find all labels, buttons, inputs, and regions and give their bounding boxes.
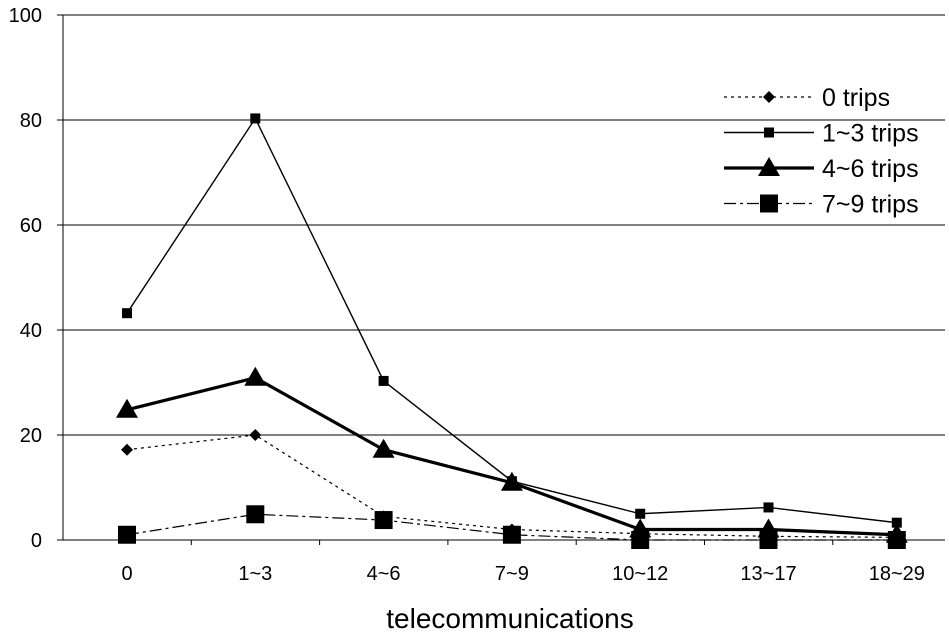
data-point [374,511,393,530]
series-group [116,113,908,549]
series-1 [122,113,902,528]
data-point [378,375,389,386]
legend-label: 7~9 trips [822,191,919,219]
grid-lines [63,14,945,436]
data-point [500,471,523,491]
data-point [891,517,902,528]
data-point [122,308,132,319]
data-point [372,438,395,458]
legend-marker [758,157,780,176]
data-point [759,531,778,549]
x-tick-label: 10~12 [612,563,668,585]
data-point [244,366,267,386]
data-point [249,429,262,441]
series-2 [116,366,908,543]
data-point [502,525,521,544]
x-tick-label: 18~29 [869,563,925,585]
y-tick-label: 60 [20,215,42,237]
x-axis-title: telecommunications [386,603,633,634]
data-point [121,443,133,456]
data-point [116,398,138,418]
data-point [635,508,646,519]
series-3 [118,505,906,549]
y-tick-label: 100 [9,5,42,27]
data-point [763,502,774,513]
legend-marker [763,91,775,103]
data-point [246,505,265,524]
legend-label: 4~6 trips [822,155,919,183]
y-axis-ticks: 0 20 40 60 80 100 [9,5,63,552]
legend-label: 1~3 trips [822,120,919,148]
x-axis-ticks: 0 1~3 4~6 7~9 10~12 13~17 18~29 [121,540,925,585]
x-tick-label: 0 [121,563,132,585]
legend-label: 0 trips [822,84,890,112]
data-point [118,525,136,544]
legend: 0 trips 1~3 trips 4~6 trips 7~9 trips [724,84,919,219]
series-line [126,117,897,524]
data-point [887,531,906,549]
data-point [631,531,650,549]
y-tick-label: 0 [31,530,42,552]
y-tick-label: 80 [20,110,42,132]
x-tick-label: 4~6 [367,563,401,585]
series-line [126,376,897,537]
data-point [250,113,261,124]
y-tick-label: 40 [20,320,42,342]
y-tick-label: 20 [20,425,42,447]
x-tick-label: 7~9 [495,563,529,585]
legend-marker [764,127,774,138]
x-tick-label: 1~3 [238,563,272,585]
legend-marker [760,194,778,213]
x-tick-label: 13~17 [740,563,796,585]
